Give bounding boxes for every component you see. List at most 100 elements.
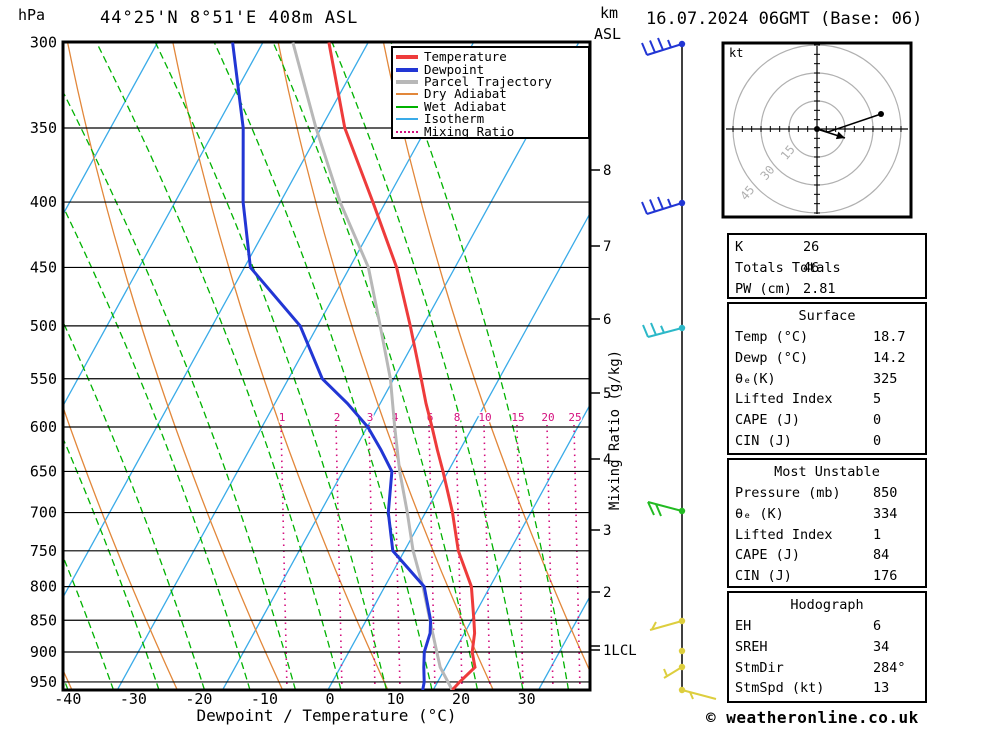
- sounding-curves: [231, 42, 477, 690]
- mixing-ratio-value-label: 8: [454, 411, 461, 424]
- dry-adiabat-line: [66, 42, 284, 690]
- temperature-line-sample-icon: [396, 55, 418, 60]
- table-row: StmDir 284°: [735, 660, 925, 681]
- wind-barb-300hpa: [641, 37, 686, 56]
- x-tick-label: -40: [54, 690, 81, 708]
- table-row-label: θₑ (K): [735, 505, 784, 522]
- hodograph-trace-end-dot: [878, 111, 884, 117]
- table-row: Lifted Index 5: [735, 391, 925, 412]
- table-row-label: PW (cm): [735, 280, 792, 297]
- pressure-tick-label: 900: [30, 643, 57, 661]
- table-row-label: Pressure (mb): [735, 485, 841, 501]
- isotherm-line: [63, 42, 369, 599]
- dry-adiabat-line-sample-icon: [396, 93, 418, 96]
- x-axis: -40 -30 -20 -10 0 10 20 30 Dewpoint / Temperatur…: [54, 690, 535, 725]
- mixing-ratio-line: [368, 424, 376, 690]
- wind-barb-700hpa: [647, 501, 686, 517]
- table-row-label: Lifted Index: [735, 391, 833, 408]
- table-row: Pressure (mb) 850: [735, 485, 925, 506]
- wet-adiabat-line: [63, 90, 297, 690]
- isotherm-line: [63, 42, 159, 216]
- x-tick-label: 30: [518, 690, 536, 708]
- temperature-curve: [327, 42, 477, 690]
- legend-item-isotherm: Isotherm: [396, 112, 588, 125]
- table-row: CIN (J) 0: [735, 433, 925, 454]
- wet-adiabat-line: [154, 42, 388, 690]
- wind-barb-dot: [678, 663, 686, 671]
- mixing-ratio-line: [280, 424, 288, 690]
- mixing-ratio-line-sample-icon: [396, 130, 418, 133]
- table-header: Hodograph: [790, 597, 864, 613]
- index-table-hodograph: Hodograph EH 6 SREH 34 StmDir 284° StmSpd (kt) 1…: [727, 591, 927, 703]
- table-row-value: 325: [873, 370, 898, 387]
- wind-barb-500hpa: [642, 322, 686, 338]
- legend-item-label: Parcel Trajectory: [424, 73, 552, 89]
- mixing-ratio-line: [335, 424, 343, 690]
- pressure-tick-label: 550: [30, 370, 57, 388]
- table-row-label: CIN (J): [735, 432, 792, 449]
- table-row-label: Dewp (°C): [735, 349, 809, 366]
- table-row-label: CIN (J): [735, 568, 792, 585]
- wet-adiabat-line: [0, 42, 23, 690]
- mixing-ratio-line: [573, 424, 581, 690]
- km-tick-label: 4: [603, 452, 611, 468]
- table-row-value: 13: [873, 680, 890, 697]
- background-line-families: 1 2 3 4 6 8 10 15 20 25: [0, 42, 590, 690]
- km-tick-label: 6: [603, 312, 611, 328]
- dewpoint-curve: [231, 42, 433, 690]
- pressure-tick-label: 500: [30, 317, 57, 335]
- table-row-value: 2.81: [803, 280, 836, 297]
- table-row-label: θₑ(K): [735, 370, 776, 387]
- dry-adiabat-line: [382, 42, 590, 673]
- table-row: SREH 34: [735, 639, 925, 660]
- altitude-unit-km: km: [600, 4, 619, 22]
- altitude-unit-asl: ASL: [594, 25, 622, 43]
- table-row: EH 6: [735, 618, 925, 639]
- x-tick-label: 0: [325, 690, 334, 708]
- station-title: 44°25'N 8°51'E 408m ASL: [100, 8, 359, 28]
- mixing-ratio-value-label: 2: [334, 411, 341, 424]
- legend-item-parcel-trajectory: Parcel Trajectory: [396, 73, 588, 89]
- legend-item-label: Temperature: [424, 49, 507, 65]
- table-header: Surface: [798, 308, 856, 324]
- legend-item-label: Dry Adiabat: [424, 86, 507, 102]
- table-row: CAPE (J) 84: [735, 547, 925, 568]
- wind-barb-dot: [678, 199, 686, 207]
- datetime-title: 16.07.2024 06GMT (Base: 06): [646, 9, 923, 29]
- wet-adiabat-line: [331, 42, 524, 690]
- legend-item-dry-adiabat: Dry Adiabat: [396, 88, 588, 100]
- table-row-label: CAPE (J): [735, 412, 801, 429]
- wind-barb-965hpa: [678, 686, 717, 700]
- table-row: K 26: [735, 239, 925, 260]
- x-tick-label: 20: [452, 690, 470, 708]
- table-row: CIN (J) 176: [735, 568, 925, 589]
- table-row-label: EH: [735, 618, 752, 634]
- pressure-tick-label: 650: [30, 462, 57, 480]
- legend-box: Temperature Dewpoint Parcel Trajectory Dry …: [391, 46, 590, 139]
- table-row-value: 284°: [873, 659, 906, 676]
- wet-adiabat-line: [63, 320, 206, 690]
- legend-item-wet-adiabat: Wet Adiabat: [396, 100, 588, 113]
- isotherm-line: [116, 42, 475, 690]
- wet-adiabat-line: [95, 42, 342, 690]
- wind-barb-dot: [678, 617, 686, 625]
- dry-adiabat-line: [172, 42, 389, 690]
- legend-item-mixing-ratio: Mixing Ratio: [396, 125, 588, 137]
- index-table-surface: Surface Temp (°C) 18.7 Dewp (°C) 14.2 θₑ(K) 32…: [727, 302, 927, 455]
- table-row-value: 18.7: [873, 329, 906, 345]
- table-row-label: Totals Totals: [735, 259, 841, 276]
- copyright-text: © weatheronline.co.uk: [706, 708, 919, 727]
- table-row: StmSpd (kt) 13: [735, 680, 925, 701]
- table-row-label: Lifted Index: [735, 526, 833, 543]
- mixing-ratio-line: [546, 424, 554, 690]
- x-tick-label: -30: [120, 690, 147, 708]
- table-header: Most Unstable: [774, 464, 880, 480]
- table-row-value: 1: [873, 526, 882, 543]
- table-row-value: 0: [873, 432, 882, 449]
- mixing-ratio-line: [516, 424, 524, 690]
- wind-barb-dot: [678, 507, 686, 515]
- dry-adiabat-line: [63, 405, 178, 690]
- isotherm-line-sample-icon: [396, 118, 418, 121]
- wind-barb-850hpa: [649, 617, 686, 631]
